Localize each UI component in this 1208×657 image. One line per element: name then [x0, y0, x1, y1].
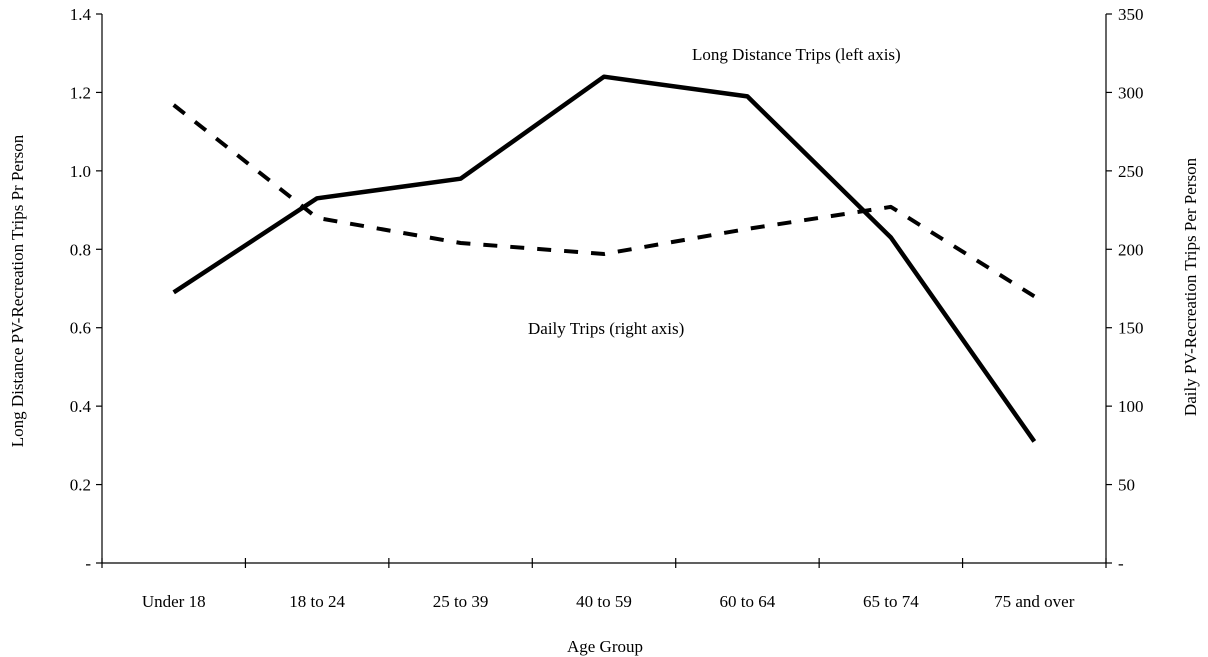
daily-annotation: Daily Trips (right axis): [528, 319, 684, 338]
x-tick-label: 18 to 24: [289, 592, 345, 611]
right-axis-title: Daily PV-Recreation Trips Per Person: [1181, 157, 1200, 416]
left-tick-label: 0.4: [70, 397, 92, 416]
daily-trips-line: [172, 103, 1036, 298]
right-tick-label: 350: [1118, 5, 1144, 24]
right-tick-label: 250: [1118, 162, 1144, 181]
left-tick-label: 1.2: [70, 83, 91, 102]
left-tick-label: 0.6: [70, 319, 91, 338]
x-tick-label: 60 to 64: [720, 592, 776, 611]
right-tick-label: 300: [1118, 83, 1144, 102]
left-tick-label: 1.0: [70, 162, 91, 181]
left-tick-label: -: [85, 554, 91, 573]
x-tick-label: Under 18: [142, 592, 206, 611]
right-tick-label: 100: [1118, 397, 1144, 416]
right-tick-label: -: [1118, 554, 1124, 573]
axes: [101, 14, 1107, 564]
x-axis-title: Age Group: [567, 637, 643, 656]
ticks: - - 0.2 50 0.4 100 0.6 150 0.8 200 1.0 250 1.2 300 1.4…: [70, 5, 1144, 611]
x-tick-label: 75 and over: [994, 592, 1075, 611]
x-tick-label: 65 to 74: [863, 592, 919, 611]
right-tick-label: 200: [1118, 240, 1144, 259]
left-axis-title: Long Distance PV-Recreation Trips Pr Per…: [8, 134, 27, 447]
right-tick-label: 50: [1118, 476, 1135, 495]
left-tick-label: 0.8: [70, 240, 91, 259]
long-distance-trips-line: [172, 74, 1037, 443]
series: [172, 74, 1037, 443]
right-tick-label: 150: [1118, 319, 1144, 338]
long-distance-annotation: Long Distance Trips (left axis): [692, 45, 901, 64]
left-tick-label: 0.2: [70, 476, 91, 495]
x-tick-label: 40 to 59: [576, 592, 632, 611]
left-tick-label: 1.4: [70, 5, 92, 24]
x-tick-label: 25 to 39: [433, 592, 489, 611]
